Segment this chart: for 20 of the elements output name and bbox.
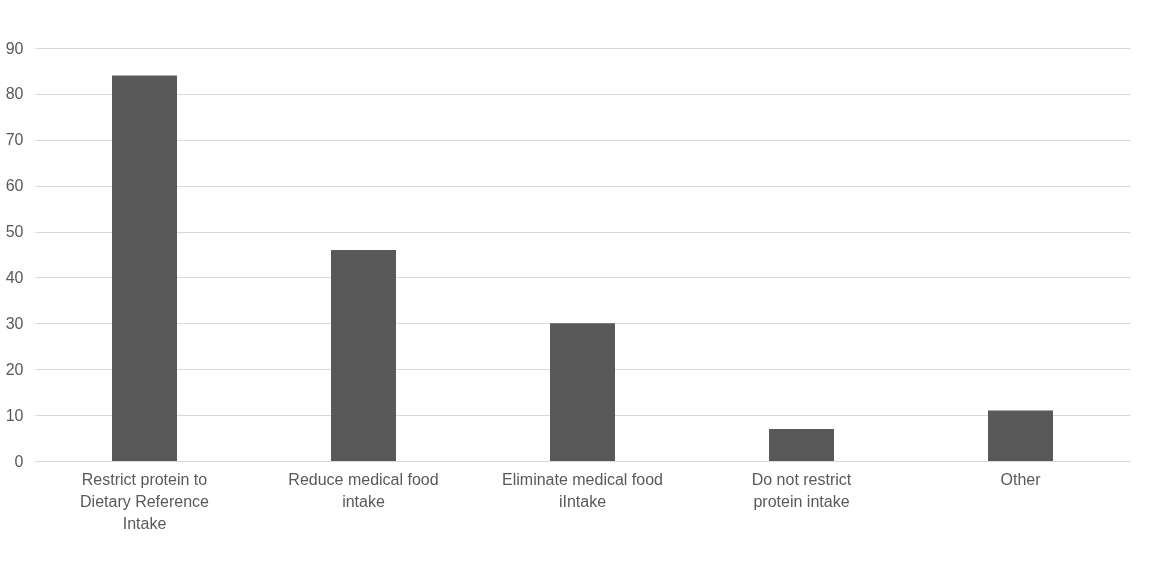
bar [331, 249, 396, 461]
x-tick-label: Reduce medical food intake [288, 470, 439, 510]
y-tick-label: 10 [5, 406, 24, 424]
y-tick-label: 90 [5, 39, 24, 57]
bar [988, 410, 1053, 461]
y-tick-label: 30 [5, 314, 24, 332]
x-tick-label: Eliminate medical food iIntake [502, 470, 663, 510]
x-tick-label: Do not restrict protein intake [751, 470, 852, 510]
y-tick-label: 80 [5, 85, 24, 103]
x-tick-label: Restrict protein to Dietary Reference Intake [80, 470, 210, 532]
y-tick-label: 20 [5, 360, 24, 378]
bar [769, 428, 834, 461]
y-tick-label: 0 [14, 452, 24, 470]
y-tick-label: 40 [5, 268, 24, 286]
x-tick-label: Other [1000, 470, 1042, 488]
y-tick-label: 50 [5, 223, 24, 241]
bar [550, 323, 615, 461]
y-tick-label: 70 [5, 131, 24, 149]
bar [112, 75, 177, 461]
y-tick-label: 60 [5, 177, 24, 195]
